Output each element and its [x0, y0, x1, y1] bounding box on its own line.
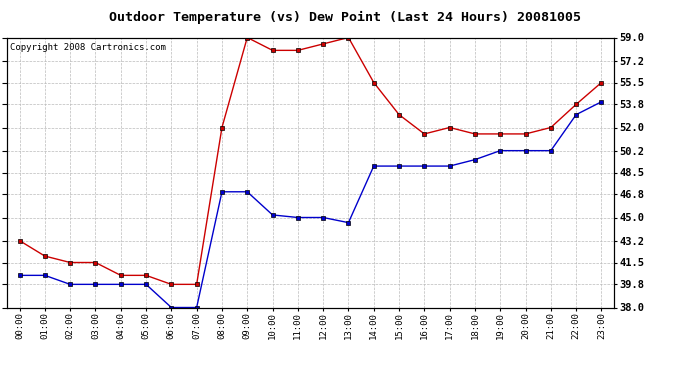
- Text: Outdoor Temperature (vs) Dew Point (Last 24 Hours) 20081005: Outdoor Temperature (vs) Dew Point (Last…: [109, 11, 581, 24]
- Text: Copyright 2008 Cartronics.com: Copyright 2008 Cartronics.com: [10, 43, 166, 52]
